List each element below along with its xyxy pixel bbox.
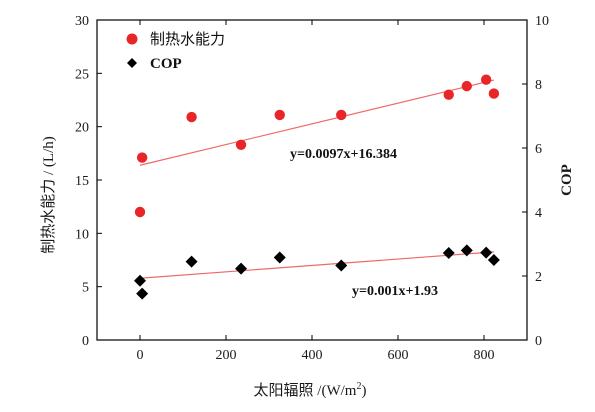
legend-marker-cop [127, 58, 137, 68]
point-cop [134, 274, 146, 287]
x-tick-label: 600 [388, 348, 409, 363]
y-left-tick-label: 0 [82, 334, 89, 349]
point-heating [488, 88, 500, 99]
point-heating [134, 206, 146, 218]
point-cop [335, 259, 348, 272]
point-cop [487, 254, 500, 266]
y-left-tick-label: 25 [75, 67, 89, 82]
x-tick-label: 0 [137, 348, 144, 363]
legend-marker-heating [126, 33, 138, 45]
y-right-tick-label: 8 [535, 78, 542, 93]
point-cop [235, 262, 248, 275]
fit-line-cop [139, 251, 494, 279]
point-cop [273, 251, 286, 264]
point-heating [336, 109, 347, 121]
y-right-tick-label: 6 [535, 142, 542, 157]
point-heating [186, 111, 197, 123]
legend-label-cop: COP [150, 56, 182, 72]
y-right-tick-label: 10 [535, 14, 549, 29]
plot-frame [96, 19, 528, 341]
point-cop [136, 287, 149, 300]
y-left-tick-label: 30 [75, 14, 89, 29]
point-heating [461, 80, 472, 92]
y-left-tick-label: 5 [82, 281, 89, 296]
point-cop [480, 246, 493, 259]
y-left-tick-label: 15 [75, 174, 89, 189]
y-right-tick-label: 2 [535, 270, 542, 285]
fit-line-heating [139, 79, 495, 166]
point-heating [443, 89, 454, 100]
x-tick-label: 200 [216, 348, 237, 363]
data-points [134, 74, 500, 300]
point-cop [442, 246, 455, 259]
x-axis-title-sup: 2 [356, 381, 361, 392]
y-axis-right-title: COP [559, 164, 575, 196]
point-cop [460, 244, 473, 257]
point-heating [136, 152, 148, 163]
legend: 制热水能力 COP [126, 31, 225, 72]
point-cop [185, 255, 198, 268]
point-heating [274, 109, 285, 121]
y-right-tick-label: 4 [535, 206, 542, 221]
x-axis-title-main: 太阳辐照 /(W/m [254, 382, 357, 399]
equation-heating: y=0.0097x+16.384 [290, 147, 397, 162]
legend-label-heating: 制热水能力 [150, 31, 225, 48]
x-tick-label: 800 [474, 348, 495, 363]
point-heating [480, 74, 492, 85]
y-left-tick-label: 10 [75, 227, 89, 242]
y-left-tick-label: 20 [75, 121, 89, 136]
x-tick-label: 400 [302, 348, 323, 363]
fit-lines [139, 79, 495, 279]
y-axis-left-title: 制热水能力 / (L/h) [40, 136, 57, 254]
x-axis-title: 太阳辐照 /(W/m2) [254, 381, 367, 399]
x-axis-title-close: ) [361, 383, 366, 399]
point-heating [235, 139, 247, 150]
ticks-layer: 0 200 400 600 800 0 5 10 15 20 25 30 0 2 4 6 8 10 [75, 14, 549, 363]
y-right-tick-label: 0 [535, 334, 542, 349]
equation-cop: y=0.001x+1.93 [352, 284, 438, 299]
